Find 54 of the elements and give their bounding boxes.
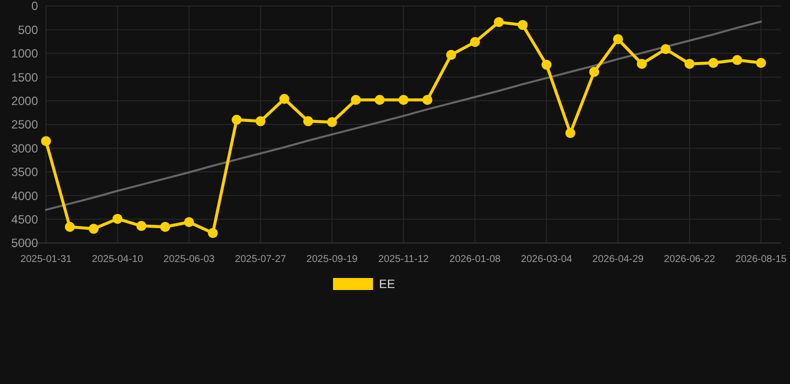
- x-tick-label: 2026-01-08: [449, 254, 502, 265]
- y-tick-label: 3500: [11, 165, 38, 180]
- point: [208, 228, 218, 238]
- y-tick-label: 500: [18, 22, 38, 37]
- y-tick-label: 4500: [11, 212, 38, 226]
- y-tick-label: 4000: [11, 188, 38, 203]
- y-tick-label: 3000: [11, 141, 38, 156]
- x-tick-label: 2026-04-29: [592, 254, 644, 265]
- x-tick-label: 2026-06-22: [664, 254, 716, 265]
- point: [184, 217, 194, 228]
- point: [398, 94, 408, 105]
- point: [112, 214, 122, 224]
- point: [256, 116, 266, 126]
- point: [542, 60, 552, 70]
- point: [494, 17, 504, 28]
- point: [303, 116, 314, 126]
- point: [756, 58, 766, 68]
- point: [88, 224, 99, 234]
- legend-label: EE: [379, 277, 396, 292]
- point: [422, 94, 432, 105]
- point: [684, 58, 694, 69]
- point: [350, 94, 361, 105]
- point: [41, 136, 51, 146]
- y-tick-label: 5000: [11, 236, 38, 250]
- point: [446, 50, 456, 60]
- point: [660, 44, 671, 54]
- x-tick-label: 2026-03-04: [520, 254, 573, 265]
- point: [732, 55, 742, 66]
- point: [136, 220, 146, 231]
- y-tick-label: 1500: [11, 70, 38, 84]
- point: [708, 58, 718, 68]
- y-tick-label: 1000: [11, 46, 38, 61]
- point: [327, 117, 337, 128]
- point: [636, 58, 647, 69]
- x-tick-label: 2026-08-15: [735, 254, 788, 265]
- point: [565, 128, 576, 138]
- x-tick-label: 2025-09-19: [306, 254, 358, 265]
- point: [64, 222, 75, 232]
- x-tick-label: 2025-01-31: [20, 254, 72, 265]
- y-tick-label: 2500: [11, 118, 38, 132]
- x-tick-label: 2025-11-12: [378, 254, 430, 265]
- x-tick-label: 2025-07-27: [234, 254, 287, 265]
- y-tick-label: 0: [31, 0, 38, 14]
- point: [518, 20, 528, 30]
- point: [613, 34, 623, 44]
- x-tick-label: 2025-06-03: [163, 254, 216, 265]
- point: [160, 222, 170, 232]
- point: [279, 94, 290, 104]
- y-tick-label: 2000: [11, 94, 38, 108]
- point: [374, 94, 385, 105]
- x-tick-label: 2025-04-10: [92, 254, 144, 265]
- point: [589, 66, 600, 77]
- point: [470, 37, 480, 48]
- point: [232, 114, 242, 125]
